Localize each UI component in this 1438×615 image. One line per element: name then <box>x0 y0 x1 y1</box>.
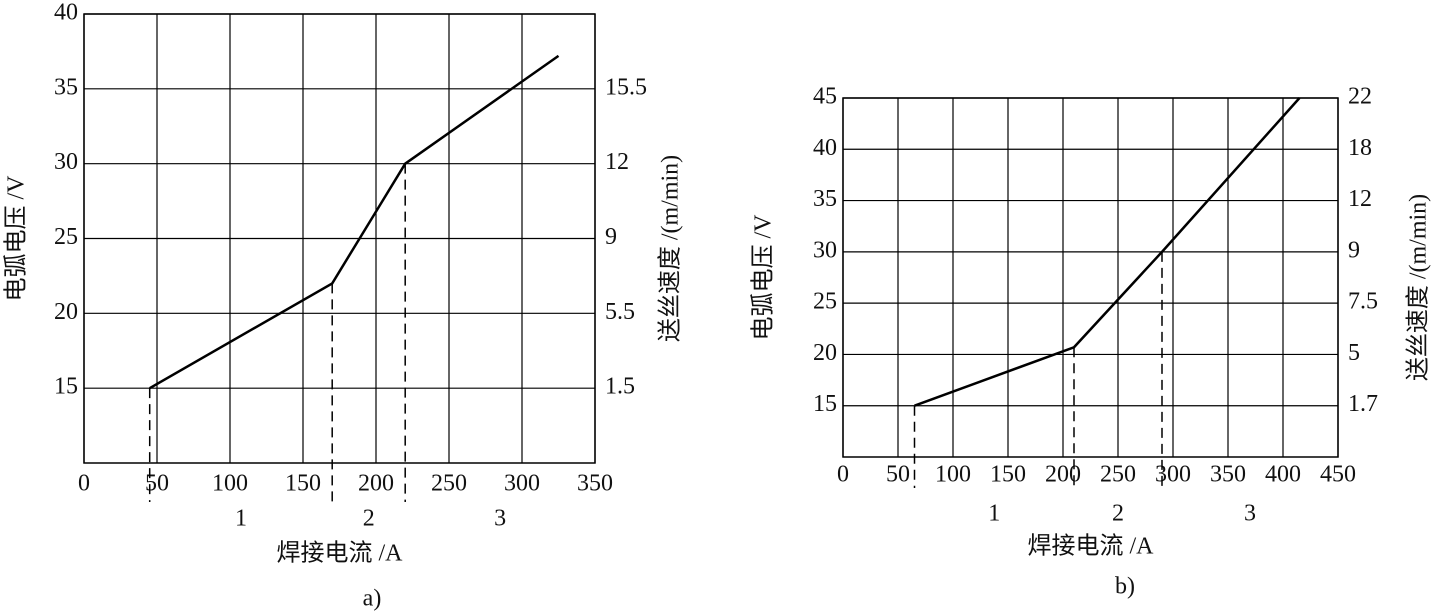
x-tick-label: 200 <box>358 471 394 497</box>
y-tick-label: 35 <box>54 74 78 100</box>
y2-tick-label: 1.5 <box>605 374 635 400</box>
region-label: 1 <box>988 501 1000 527</box>
y-tick-label: 40 <box>54 0 78 26</box>
plot-frame <box>842 97 1339 458</box>
y2-tick-label: 9 <box>605 224 617 250</box>
y-tick-label: 20 <box>813 340 837 366</box>
y2-tick-label: 12 <box>605 149 629 175</box>
x-tick-label: 450 <box>1320 462 1356 488</box>
caption: a) <box>363 586 382 612</box>
y2-tick-label: 15.5 <box>605 74 647 100</box>
y-tick-label: 45 <box>813 84 837 110</box>
x-tick-label: 150 <box>990 462 1026 488</box>
x-tick-label: 100 <box>935 462 971 488</box>
y-tick-label: 20 <box>54 299 78 325</box>
y2-tick-label: 18 <box>1348 135 1372 161</box>
y2-tick-label: 5 <box>1348 340 1360 366</box>
y2-tick-label: 1.7 <box>1348 391 1378 417</box>
y-tick-label: 15 <box>54 374 78 400</box>
x-tick-label: 350 <box>1210 462 1246 488</box>
x-tick-label: 350 <box>577 471 613 497</box>
y-tick-label: 30 <box>813 237 837 263</box>
y-tick-label: 25 <box>54 224 78 250</box>
region-label: 1 <box>235 506 247 532</box>
y-tick-label: 35 <box>813 186 837 212</box>
region-label: 2 <box>363 506 375 532</box>
x-tick-label: 250 <box>1100 462 1136 488</box>
x-tick-label: 50 <box>886 462 910 488</box>
y2-tick-label: 7.5 <box>1348 289 1378 315</box>
x-axis-title: 焊接电流 /A <box>277 540 404 567</box>
y-axis-title: 电弧电压 /V <box>3 175 30 302</box>
x-axis-title: 焊接电流 /A <box>1028 533 1155 560</box>
y-tick-label: 30 <box>54 149 78 175</box>
y-tick-label: 25 <box>813 289 837 315</box>
y2-tick-label: 5.5 <box>605 299 635 325</box>
x-tick-label: 0 <box>837 462 849 488</box>
x-tick-label: 150 <box>285 471 321 497</box>
y2-axis-title: 送丝速度 /(m/min) <box>1405 194 1432 381</box>
y2-tick-label: 9 <box>1348 237 1360 263</box>
region-label: 2 <box>1112 501 1124 527</box>
data-line <box>149 54 560 390</box>
x-tick-label: 250 <box>431 471 467 497</box>
region-label: 3 <box>1244 501 1256 527</box>
plot-frame <box>83 13 596 464</box>
x-tick-label: 50 <box>145 471 169 497</box>
y2-tick-label: 12 <box>1348 186 1372 212</box>
x-tick-label: 200 <box>1045 462 1081 488</box>
y-tick-label: 40 <box>813 135 837 161</box>
y2-axis-title: 送丝速度 /(m/min) <box>657 155 684 342</box>
y2-tick-label: 22 <box>1348 84 1372 110</box>
data-line <box>914 97 1301 407</box>
x-tick-label: 300 <box>504 471 540 497</box>
region-label: 3 <box>494 506 506 532</box>
x-tick-label: 400 <box>1265 462 1301 488</box>
y-axis-title: 电弧电压 /V <box>750 214 777 341</box>
caption: b) <box>1115 574 1135 600</box>
y-tick-label: 15 <box>813 391 837 417</box>
x-tick-label: 300 <box>1155 462 1191 488</box>
x-tick-label: 0 <box>78 471 90 497</box>
x-tick-label: 100 <box>212 471 248 497</box>
